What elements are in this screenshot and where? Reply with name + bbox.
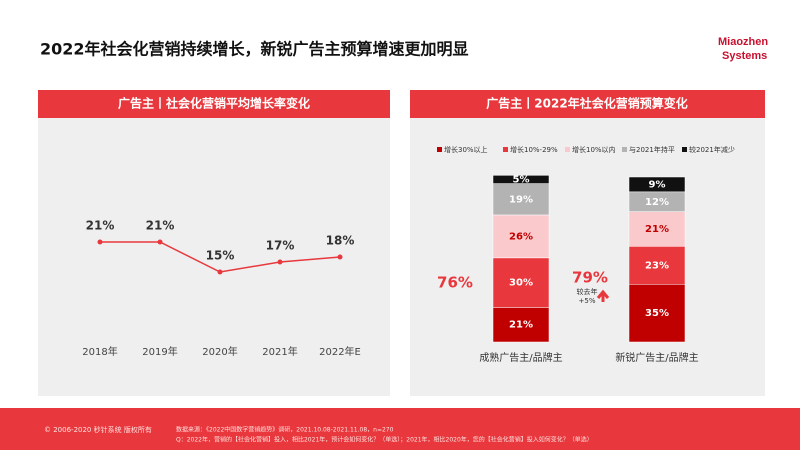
legend-label: 较2021年减少 bbox=[689, 145, 735, 154]
legend-swatch bbox=[622, 147, 627, 152]
chart-title: 广告主丨2022年社会化营销预算变化 bbox=[486, 96, 687, 111]
legend-label: 增长10%-29% bbox=[510, 145, 558, 154]
legend-label: 增长30%以上 bbox=[444, 145, 488, 154]
right-header bbox=[410, 90, 765, 118]
x-tick-label: 成熟广告主/品牌主 bbox=[479, 351, 562, 364]
annotation: 79% bbox=[572, 269, 608, 287]
data-label: 17% bbox=[266, 239, 295, 253]
legend-label: 增长10%以内 bbox=[572, 145, 616, 154]
data-label: 21% bbox=[645, 224, 669, 235]
data-label: 19% bbox=[509, 194, 533, 205]
bar-segment bbox=[628, 246, 686, 285]
legend-swatch bbox=[437, 147, 442, 152]
right-panel bbox=[410, 90, 765, 396]
bar-segment bbox=[628, 176, 686, 193]
x-tick-label: 新锐广告主/品牌主 bbox=[615, 351, 698, 364]
annotation: 较去年 bbox=[577, 287, 598, 296]
legend-swatch bbox=[503, 147, 508, 152]
point bbox=[217, 269, 223, 275]
data-label: 21% bbox=[146, 219, 175, 233]
data-label: 18% bbox=[326, 234, 355, 248]
bar-segment bbox=[492, 175, 550, 184]
data-label: 23% bbox=[645, 260, 669, 271]
legend-label: 与2021年持平 bbox=[629, 145, 675, 154]
data-label: 21% bbox=[509, 320, 533, 331]
point bbox=[277, 259, 283, 265]
point bbox=[157, 239, 163, 245]
data-label: 5% bbox=[513, 174, 530, 185]
x-tick-label: 2021年 bbox=[262, 345, 297, 358]
bar-segment bbox=[492, 183, 550, 216]
data-label: 21% bbox=[86, 219, 115, 233]
slide-title: 2022年社会化营销持续增长，新锐广告主预算增速更加明显 bbox=[40, 40, 469, 59]
x-tick-label: 2019年 bbox=[142, 345, 177, 358]
footer-band bbox=[0, 408, 800, 450]
x-tick-label: 2020年 bbox=[202, 345, 237, 358]
logo: Systems bbox=[722, 50, 767, 62]
data-label: 30% bbox=[509, 278, 533, 289]
x-tick-label: 2022年E bbox=[319, 345, 361, 358]
bar-segment bbox=[628, 211, 686, 247]
point bbox=[97, 239, 103, 245]
source: 数据来源：《2022中国数字营销趋势》调研，2021.10.08-2021.11… bbox=[176, 426, 394, 434]
data-label: 15% bbox=[206, 249, 235, 263]
data-label: 26% bbox=[509, 231, 533, 242]
chart-title: 广告主丨社会化营销平均增长率变化 bbox=[118, 96, 310, 111]
question: Q：2022年，营销的【社会化营销】投入，相比2021年，预计会如何变化？（单选… bbox=[176, 436, 593, 444]
point bbox=[337, 254, 343, 260]
left-header bbox=[38, 90, 390, 118]
up-arrow bbox=[596, 289, 610, 302]
data-label: 35% bbox=[645, 308, 669, 319]
logo: Miaozhen bbox=[718, 36, 768, 48]
x-tick-label: 2018年 bbox=[82, 345, 117, 358]
legend-swatch bbox=[682, 147, 687, 152]
legend-swatch bbox=[565, 147, 570, 152]
left-panel bbox=[38, 90, 390, 396]
annotation: +5% bbox=[579, 297, 596, 305]
bar-segment bbox=[628, 284, 686, 343]
copyright: © 2006-2020 秒针系统 版权所有 bbox=[44, 425, 152, 434]
annotation: 76% bbox=[437, 274, 473, 292]
data-label: 12% bbox=[645, 197, 669, 208]
data-label: 9% bbox=[649, 179, 666, 190]
